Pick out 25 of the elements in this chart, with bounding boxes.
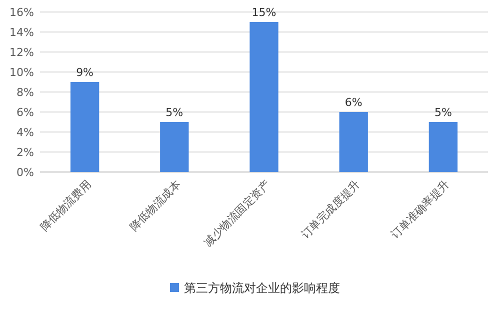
data-label: 5% [166,106,184,119]
data-label: 9% [76,66,94,79]
y-tick-label: 14% [10,26,34,39]
y-tick-label: 0% [16,166,34,179]
y-tick-label: 2% [16,146,34,159]
y-tick-label: 12% [10,46,34,59]
bar [428,122,458,172]
bar [160,122,189,172]
y-tick-label: 8% [16,86,34,99]
y-tick-label: 10% [10,66,34,79]
y-tick-label: 4% [16,126,34,139]
y-tick-label: 16% [10,6,34,19]
x-tick-label: 订单完成度提升 [298,178,362,242]
x-tick-label: 降低物流成本 [127,178,184,234]
data-label: 5% [434,106,452,119]
data-label: 15% [252,6,276,19]
x-tick-label: 减少物流固定资产 [201,178,273,250]
bar [250,22,278,172]
legend-label: 第三方物流对企业的影响程度 [184,281,340,296]
x-tick-label: 订单准确率提升 [388,178,452,242]
bar [70,82,100,172]
data-label: 6% [344,96,362,109]
bar [339,112,368,172]
y-tick-label: 6% [16,106,34,119]
x-tick-label: 降低物流费用 [38,178,94,234]
